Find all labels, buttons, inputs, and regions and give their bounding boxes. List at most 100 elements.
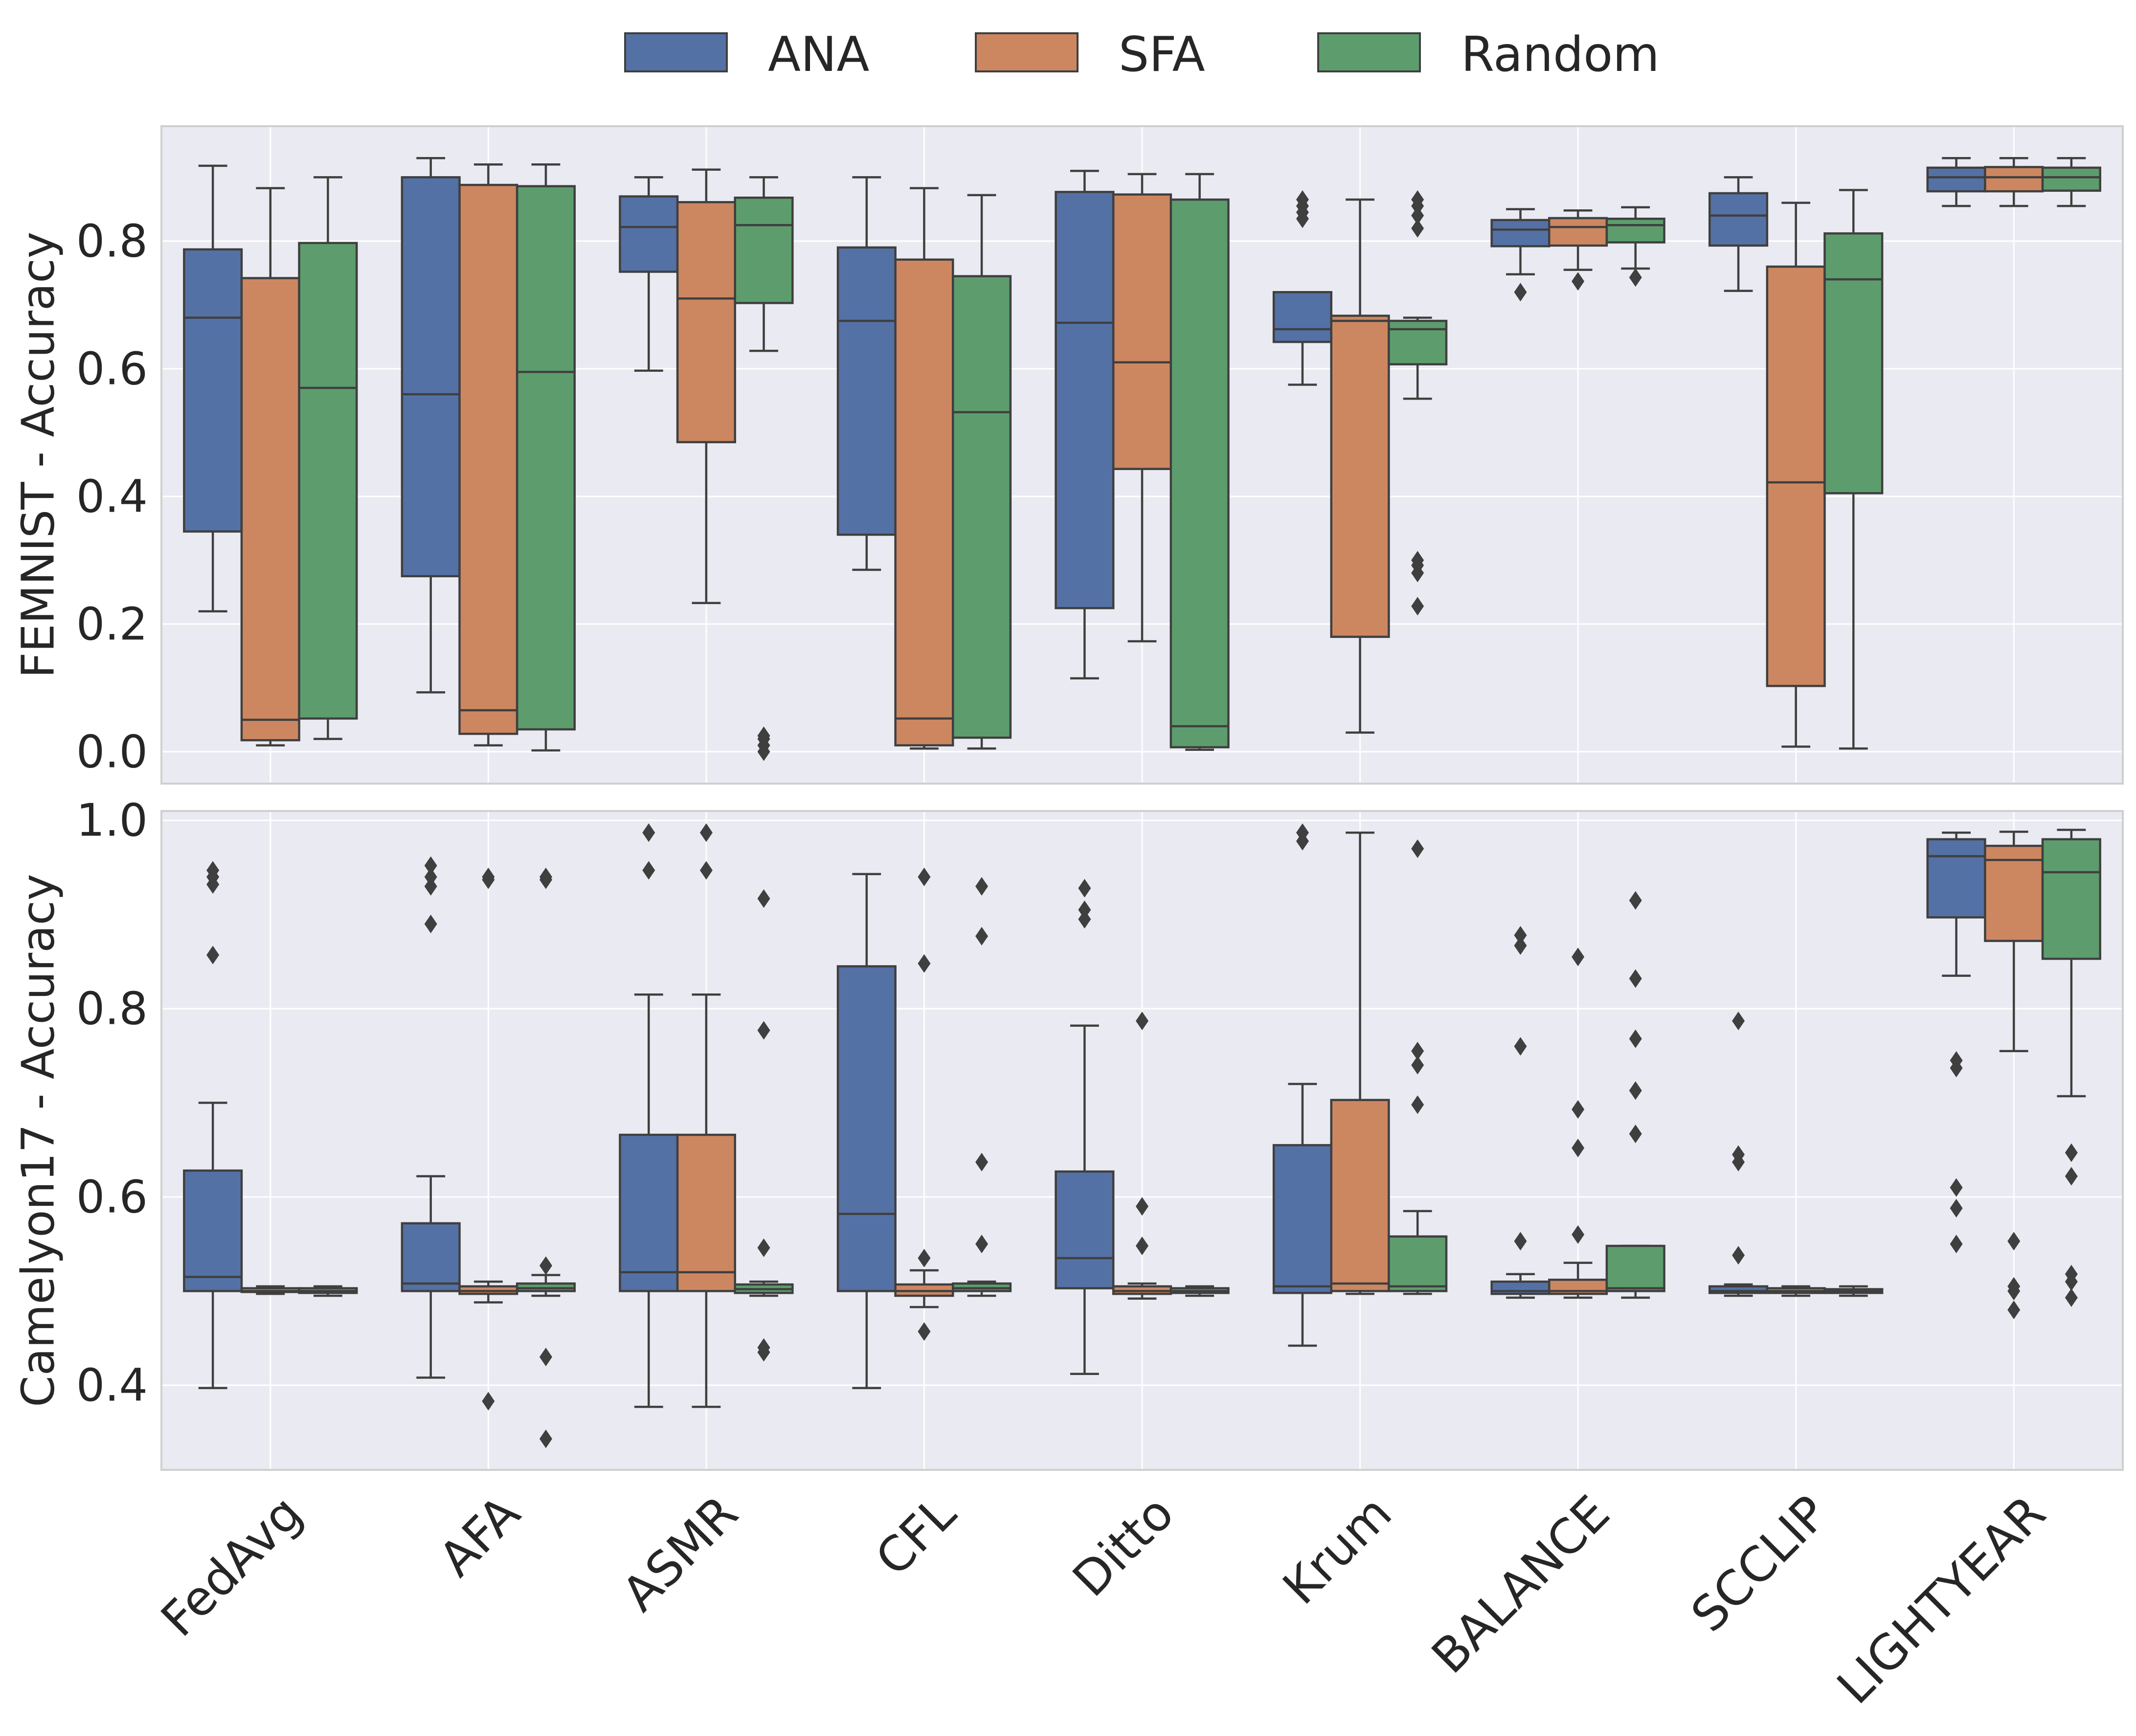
box-afa-random (516, 867, 576, 1448)
outlier-point (424, 877, 437, 896)
box-asmr-sfa (676, 823, 736, 1408)
outlier-point (1629, 1125, 1642, 1144)
iqr-box (734, 196, 794, 304)
outlier-point (1296, 190, 1309, 209)
x-tick-label-lightyear: LIGHTYEAR (1827, 1485, 2056, 1714)
outlier-point (1629, 891, 1642, 910)
box-cfl-random (952, 877, 1012, 1297)
iqr-box (2041, 838, 2101, 960)
box-asmr-sfa (676, 168, 736, 604)
outlier-point (1411, 597, 1424, 616)
y-tick-label: 0.4 (76, 470, 148, 522)
box-cfl-ana (836, 873, 897, 1389)
outlier-point (1078, 879, 1091, 898)
iqr-box (619, 195, 679, 273)
outlier-point (757, 1238, 770, 1257)
outlier-point (1078, 910, 1091, 929)
outlier-point (1078, 901, 1091, 920)
box-scclip-sfa (1766, 202, 1826, 748)
iqr-box (2041, 166, 2101, 192)
box-fedavg-sfa (240, 187, 300, 746)
outlier-point (1629, 1081, 1642, 1100)
box-cfl-random (952, 194, 1012, 750)
outlier-point (1629, 268, 1642, 287)
box-lightyear-sfa (1984, 831, 2044, 1319)
iqr-box (1605, 217, 1665, 244)
outlier-point (1411, 219, 1424, 238)
iqr-box (1055, 1170, 1115, 1289)
box-asmr-random (734, 889, 794, 1362)
box-fedavg-sfa (240, 1285, 300, 1295)
box-lightyear-random (2041, 157, 2101, 207)
outlier-point (539, 1348, 552, 1367)
box-cfl-sfa (894, 187, 954, 750)
iqr-box (1112, 193, 1172, 470)
iqr-box (1169, 198, 1230, 748)
outlier-point (757, 726, 770, 745)
outlier-point (2065, 1288, 2078, 1307)
y-axis-label: FEMNIST - Accuracy (12, 232, 65, 678)
outlier-point (642, 861, 655, 880)
iqr-box (183, 1169, 243, 1292)
iqr-box (1330, 1099, 1390, 1292)
legend-swatch (975, 32, 1079, 72)
outlier-point (975, 877, 989, 896)
iqr-box (1388, 319, 1448, 365)
outlier-point (1732, 1012, 1745, 1031)
outlier-point (1629, 969, 1642, 988)
box-krum-random (1388, 839, 1448, 1295)
legend: ANA SFA Random (624, 27, 1660, 83)
iqr-box (894, 258, 954, 746)
outlier-point (757, 1338, 770, 1357)
outlier-point (699, 861, 713, 880)
outlier-point (1411, 206, 1424, 225)
box-ditto-sfa (1112, 1012, 1172, 1300)
iqr-box (401, 1222, 461, 1292)
x-tick-label-cfl: CFL (865, 1485, 967, 1587)
iqr-box (458, 183, 518, 735)
iqr-box (1605, 1244, 1665, 1292)
legend-swatch (624, 32, 728, 72)
iqr-box (1388, 1235, 1448, 1292)
box-lightyear-random (2041, 829, 2101, 1307)
iqr-box (516, 185, 576, 731)
box-ditto-ana (1055, 170, 1115, 679)
box-afa-ana (401, 157, 461, 694)
iqr-box (401, 176, 461, 578)
plot-frame (160, 810, 2124, 1471)
legend-swatch (1317, 32, 1421, 72)
outlier-point (1136, 1012, 1148, 1031)
y-tick-label: 0.6 (76, 1171, 148, 1223)
x-tick-label-asmr: ASMR (612, 1485, 749, 1622)
box-ditto-random (1169, 173, 1230, 751)
outlier-point (206, 861, 220, 880)
iqr-box (298, 242, 358, 720)
box-balance-sfa (1548, 947, 1608, 1299)
iqr-box (1548, 217, 1608, 247)
x-tick-label-scclip: SCCLIP (1681, 1485, 1838, 1643)
iqr-box (1708, 192, 1769, 247)
y-tick-label: 0.8 (76, 983, 148, 1035)
box-cfl-sfa (894, 867, 954, 1341)
iqr-box (1055, 191, 1115, 609)
box-afa-sfa (458, 867, 518, 1411)
outlier-point (642, 823, 655, 842)
outlier-point (975, 1152, 989, 1172)
legend-label: Random (1461, 27, 1660, 83)
y-tick-label: 1.0 (76, 794, 148, 847)
outlier-point (1411, 190, 1424, 209)
outlier-point (918, 954, 931, 973)
x-tick-label-balance: BALANCE (1421, 1485, 1620, 1684)
outlier-point (2007, 1232, 2021, 1251)
box-afa-ana (401, 856, 461, 1379)
box-afa-random (516, 163, 576, 752)
outlier-point (1514, 926, 1527, 945)
outlier-point (424, 867, 437, 886)
iqr-box (1490, 219, 1551, 248)
outlier-point (1411, 1056, 1424, 1075)
outlier-point (1411, 551, 1424, 570)
outlier-point (1411, 1041, 1424, 1060)
outlier-point (1136, 1237, 1148, 1256)
outlier-point (1950, 1199, 1963, 1218)
